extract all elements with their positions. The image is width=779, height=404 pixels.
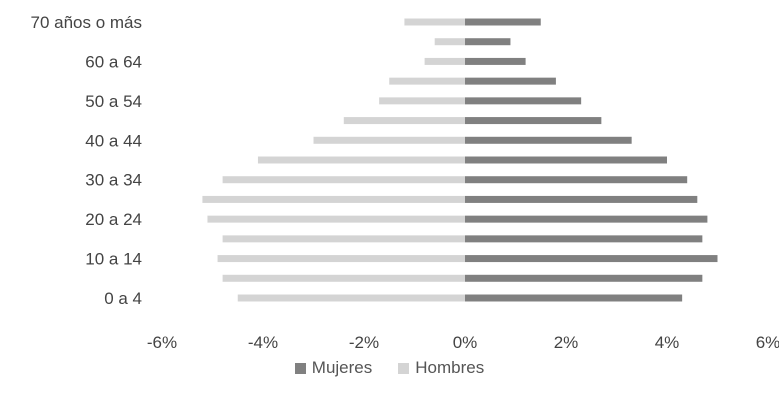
bar-mujeres-4 xyxy=(465,215,708,223)
bar-mujeres-8 xyxy=(465,136,632,144)
y-tick-label-7: 70 años o más xyxy=(30,13,142,32)
bar-hombres-7 xyxy=(257,156,465,164)
bar-hombres-12 xyxy=(424,57,465,65)
bar-hombres-0 xyxy=(237,294,465,302)
bar-hombres-13 xyxy=(434,38,465,46)
y-tick-label-3: 30 a 34 xyxy=(85,171,142,190)
x-tick-label-5: 4% xyxy=(655,333,680,352)
legend-swatch-hombres xyxy=(398,362,410,374)
legend-label-mujeres: Mujeres xyxy=(311,358,373,377)
y-tick-label-5: 50 a 54 xyxy=(85,92,142,111)
y-tick-label-2: 20 a 24 xyxy=(85,210,142,229)
x-tick-label-0: -6% xyxy=(147,333,177,352)
y-tick-label-4: 40 a 44 xyxy=(85,131,142,150)
bar-mujeres-2 xyxy=(465,255,718,263)
bar-mujeres-7 xyxy=(465,156,667,164)
y-tick-label-1: 10 a 14 xyxy=(85,250,142,269)
bar-mujeres-5 xyxy=(465,195,698,203)
bar-mujeres-0 xyxy=(465,294,683,302)
bar-hombres-14 xyxy=(404,18,465,26)
legend-label-hombres: Hombres xyxy=(415,358,485,377)
y-tick-label-6: 60 a 64 xyxy=(85,52,142,71)
y-tick-label-0: 0 a 4 xyxy=(104,289,142,308)
bar-hombres-11 xyxy=(389,77,465,85)
bar-mujeres-3 xyxy=(465,235,703,243)
bar-hombres-1 xyxy=(222,274,465,282)
bar-hombres-2 xyxy=(217,255,465,263)
legend-item-mujeres: Mujeres xyxy=(294,358,373,378)
bar-mujeres-10 xyxy=(465,97,582,105)
x-tick-label-1: -4% xyxy=(248,333,278,352)
bar-hombres-5 xyxy=(202,195,465,203)
chart-legend: Mujeres Hombres xyxy=(0,358,779,378)
x-tick-label-4: 2% xyxy=(554,333,579,352)
bar-hombres-3 xyxy=(222,235,465,243)
bar-mujeres-14 xyxy=(465,18,541,26)
bar-mujeres-11 xyxy=(465,77,556,85)
bar-hombres-8 xyxy=(313,136,465,144)
bar-hombres-10 xyxy=(379,97,465,105)
bar-mujeres-13 xyxy=(465,38,511,46)
bar-mujeres-1 xyxy=(465,274,703,282)
bar-hombres-9 xyxy=(343,117,465,125)
x-tick-label-6: 6% xyxy=(756,333,779,352)
x-tick-label-2: -2% xyxy=(349,333,379,352)
bar-mujeres-9 xyxy=(465,117,602,125)
legend-item-hombres: Hombres xyxy=(398,358,484,378)
bar-hombres-6 xyxy=(222,176,465,184)
bar-hombres-4 xyxy=(207,215,465,223)
bar-mujeres-12 xyxy=(465,57,526,65)
bar-mujeres-6 xyxy=(465,176,688,184)
legend-swatch-mujeres xyxy=(294,362,306,374)
x-tick-label-3: 0% xyxy=(453,333,478,352)
